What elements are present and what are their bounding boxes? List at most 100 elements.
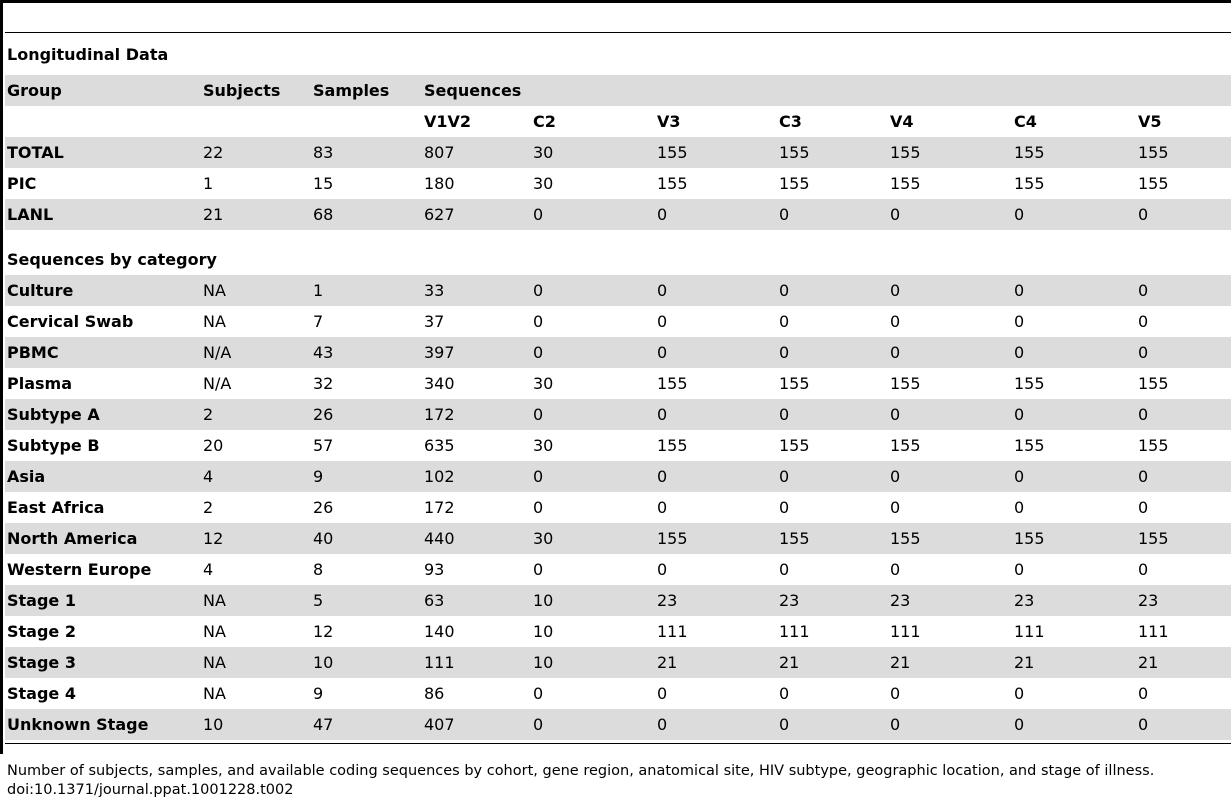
table-main: Group Subjects Samples Sequences V1V2 C2 V3 C3 V…: [5, 75, 1231, 230]
table-cell: 0: [777, 275, 888, 306]
table-cell: 10: [533, 622, 554, 641]
table-cell: 155: [779, 436, 810, 455]
table-header-cell: [777, 75, 888, 106]
table-row: North America 12 40 440 30 155 155 155 155 155: [5, 523, 1231, 554]
table-header-row: Group Subjects Samples Sequences: [5, 75, 1231, 106]
row-label-cell: Plasma: [7, 374, 72, 393]
table-header-cell: [1012, 75, 1136, 106]
table-row: Subtype A 2 26 172 0 0 0 0 0 0: [5, 399, 1231, 430]
table-cell: 21: [655, 647, 777, 678]
table-cell: 0: [531, 709, 655, 740]
table-cell: 155: [1136, 137, 1231, 168]
table-cell: 30: [533, 436, 554, 455]
table-cell: 0: [1138, 498, 1149, 517]
table-header-cell: V1V2: [424, 112, 472, 131]
table-row: PBMC N/A 43 397 0 0 0 0 0 0: [5, 337, 1231, 368]
table-cell: 0: [888, 199, 1012, 230]
table-cell: 102: [422, 461, 531, 492]
table-cell: 807: [422, 137, 531, 168]
table-cell: 0: [779, 684, 790, 703]
table-cell: 0: [531, 399, 655, 430]
table-cell: 83: [311, 137, 422, 168]
table-cell: 1: [311, 275, 422, 306]
row-label-cell: Subtype A: [5, 399, 201, 430]
top-border-rule: [0, 0, 1231, 3]
table-cell: 140: [424, 622, 455, 641]
table-row: Plasma N/A 32 340 30 155 155 155 155 155: [5, 368, 1231, 399]
table-header-cell: C4: [1014, 112, 1037, 131]
table-cell: 1: [203, 174, 214, 193]
table-cell: 0: [1012, 275, 1136, 306]
table-header-cell: Group: [5, 75, 201, 106]
row-label-cell: Culture: [5, 275, 201, 306]
table-cell: 0: [655, 399, 777, 430]
table-cell: 155: [1014, 174, 1045, 193]
table-row: Stage 2 NA 12 140 10 111 111 111 111 111: [5, 616, 1231, 647]
table-cell: 155: [657, 436, 688, 455]
table-cell: 111: [890, 622, 921, 641]
table-cell: 111: [422, 647, 531, 678]
table-row: Cervical Swab NA 7 37 0 0 0 0 0 0: [5, 306, 1231, 337]
table-header-cell: [5, 106, 201, 137]
row-label-cell: Cervical Swab: [7, 312, 134, 331]
table-row: Unknown Stage 10 47 407 0 0 0 0 0 0: [5, 709, 1231, 740]
table-cell: 0: [657, 498, 668, 517]
table-row: Subtype B 20 57 635 30 155 155 155 155 155: [5, 430, 1231, 461]
table-cell: 22: [201, 137, 311, 168]
table-cell: 63: [422, 585, 531, 616]
table-cell: 0: [779, 312, 790, 331]
table-row: LANL 21 68 627 0 0 0 0 0 0: [5, 199, 1231, 230]
table-cell: 155: [657, 174, 688, 193]
table-cell: 0: [655, 461, 777, 492]
table-cell: 15: [313, 174, 334, 193]
row-label-cell: North America: [5, 523, 201, 554]
table-cell: 0: [1012, 709, 1136, 740]
table-row: Western Europe 4 8 93 0 0 0 0 0 0: [5, 554, 1231, 585]
row-label-cell: Western Europe: [7, 560, 152, 579]
table-cell: 0: [531, 275, 655, 306]
table-cell: 155: [777, 523, 888, 554]
table-cell: N/A: [201, 337, 311, 368]
table-cell: 0: [1136, 337, 1231, 368]
table-cell: 111: [779, 622, 810, 641]
table-cell: 9: [313, 684, 324, 703]
table-header-cell: V5: [1138, 112, 1162, 131]
table-cell: 21: [1012, 647, 1136, 678]
table-cell: 407: [422, 709, 531, 740]
table-cell: 0: [531, 461, 655, 492]
table-cell: 93: [424, 560, 445, 579]
table-cell: 155: [655, 523, 777, 554]
table-cell: 440: [422, 523, 531, 554]
table-cell: 57: [313, 436, 334, 455]
table-cell: NA: [203, 622, 226, 641]
table-cell: 155: [1138, 374, 1169, 393]
table-cell: 0: [779, 560, 790, 579]
table-cell: 30: [533, 374, 554, 393]
table-cell: 0: [1136, 275, 1231, 306]
table-cell: 0: [888, 399, 1012, 430]
table-cell: NA: [203, 684, 226, 703]
table-cell: 0: [1138, 560, 1149, 579]
table-cell: 10: [201, 709, 311, 740]
table-cell: 0: [777, 709, 888, 740]
table-cell: 0: [890, 498, 901, 517]
table-cell: 155: [1138, 436, 1169, 455]
table-cell: NA: [201, 275, 311, 306]
table-cell: 0: [890, 684, 901, 703]
table-cell: 0: [655, 199, 777, 230]
table-cell: 0: [533, 684, 544, 703]
row-label-cell: Unknown Stage: [5, 709, 201, 740]
table-cell: 0: [1012, 399, 1136, 430]
table-cell: 155: [1136, 523, 1231, 554]
table-cell: 155: [655, 137, 777, 168]
table-cell: 47: [311, 709, 422, 740]
table-cell: 111: [657, 622, 688, 641]
bottom-rule: [5, 743, 1231, 744]
table-cell: 23: [777, 585, 888, 616]
table-cell: 8: [313, 560, 324, 579]
title-divider-rule: [5, 32, 1231, 33]
table-cell: 155: [890, 436, 921, 455]
table-cell: 26: [313, 498, 334, 517]
table-cell: 155: [1014, 374, 1045, 393]
